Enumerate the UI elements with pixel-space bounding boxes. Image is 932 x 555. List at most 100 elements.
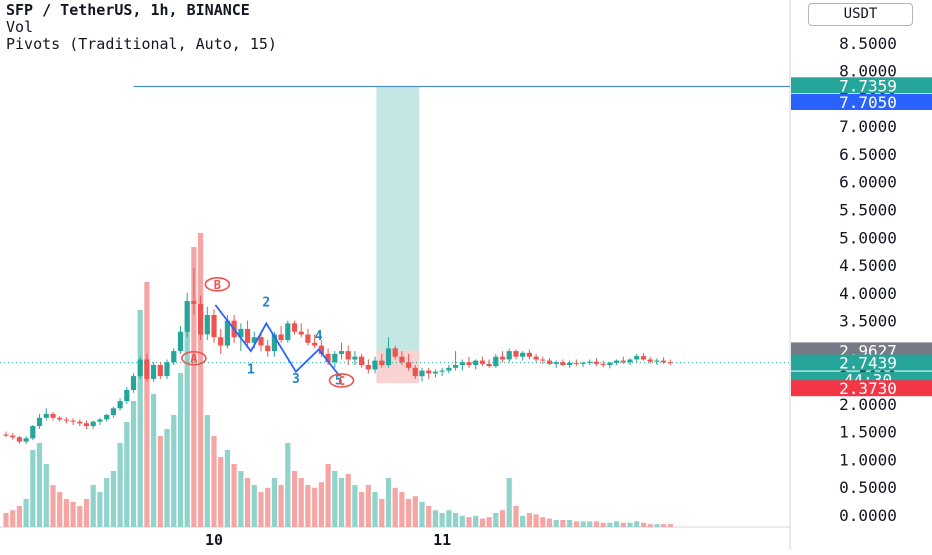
price-tick-label: 0.0000 [839, 506, 897, 525]
candle-body [70, 420, 76, 422]
volume-bar [620, 522, 626, 527]
target-price-label: 7.7359 [839, 76, 897, 95]
volume-bar [3, 513, 9, 527]
long-position-target-zone [376, 86, 420, 351]
currency-button[interactable]: USDT [808, 3, 913, 26]
last-price-label-bg [791, 354, 932, 371]
volume-bar [486, 517, 492, 527]
volume-bar [446, 510, 452, 527]
volume-bar [493, 513, 499, 527]
last-price-label: 2.7439 [839, 354, 897, 373]
candle-body [661, 360, 667, 363]
candle-body [567, 362, 573, 365]
volume-bar [90, 485, 96, 527]
volume-bar [614, 521, 620, 527]
price-tick-label: 1.0000 [839, 450, 897, 469]
volume-bar [305, 485, 311, 527]
candle-body [90, 421, 96, 427]
volume-bar [399, 492, 405, 527]
corrective-wave-circle [181, 350, 207, 366]
candle-body [312, 342, 318, 346]
candle-body [385, 348, 392, 366]
candle-body [171, 351, 177, 363]
candle-body [513, 351, 519, 357]
candle-body [184, 301, 190, 332]
candle-body [446, 367, 452, 371]
volume-bar [130, 401, 137, 527]
candle-body [137, 359, 143, 377]
volume-bar [365, 485, 371, 527]
candle-body [607, 362, 613, 365]
candle-body [540, 359, 546, 361]
upper-price-label-bg [791, 342, 932, 359]
candle-body [466, 362, 472, 365]
candle-body [271, 334, 277, 352]
price-tick-label: 6.0000 [839, 173, 897, 192]
price-tick-label: 5.5000 [839, 201, 897, 220]
volume-bar [63, 499, 69, 527]
candle-body [16, 437, 22, 442]
volume-bar [70, 501, 76, 527]
volume-bar [379, 499, 385, 527]
price-tick-label: 8.0000 [839, 62, 897, 81]
candle-body [285, 323, 291, 341]
volume-bar [16, 506, 22, 527]
candle-body [338, 351, 345, 354]
candle-body [218, 337, 224, 346]
candle-body [580, 362, 586, 364]
candle-body [533, 356, 539, 360]
candle-body [251, 337, 257, 343]
candle-body [238, 328, 244, 338]
candle-body [345, 351, 351, 360]
volume-bar [573, 521, 579, 527]
volume-bar [533, 514, 539, 527]
volume-indicator-label[interactable]: Vol [6, 18, 34, 36]
volume-bar [654, 524, 660, 527]
candle-body [151, 365, 157, 379]
candle-body [245, 328, 251, 343]
volume-bar [184, 324, 190, 527]
volume-bar [600, 522, 606, 527]
symbol-title[interactable]: SFP / TetherUS, 1h, BINANCE [6, 1, 250, 19]
price-tick-label: 4.5000 [839, 256, 897, 275]
candle-body [265, 345, 271, 352]
candle-body [258, 337, 264, 346]
horizontal-line-price-label: 7.7050 [839, 93, 897, 112]
price-tick-label: 0.5000 [839, 478, 897, 497]
candle-body [124, 390, 130, 402]
volume-bar [513, 506, 519, 527]
volume-bar [30, 450, 36, 527]
candle-body [224, 320, 230, 346]
candle-body [647, 359, 653, 362]
pivots-indicator-label[interactable]: Pivots (Traditional, Auto, 15) [6, 35, 277, 53]
candle-body [620, 360, 626, 363]
candle-body [104, 415, 110, 420]
candle-body [392, 348, 398, 357]
price-tick-label: 8.5000 [839, 34, 897, 53]
volume-bar [338, 478, 345, 527]
wave-label: 3 [292, 372, 300, 387]
candle-body [83, 423, 90, 427]
volume-bar [359, 492, 365, 527]
volume-bar [432, 510, 438, 527]
candle-body [23, 438, 29, 442]
volume-bar [667, 524, 673, 527]
candle-body [493, 356, 499, 367]
candle-body [614, 360, 620, 363]
candle-body [372, 360, 378, 370]
volume-bar [10, 510, 16, 527]
candle-body [204, 315, 210, 335]
candle-body [63, 419, 69, 421]
candle-body [412, 367, 418, 377]
price-tick-label: 7.0000 [839, 117, 897, 136]
volume-bar [372, 492, 378, 527]
corrective-wave-label: B [214, 278, 221, 292]
volume-bar [291, 471, 298, 527]
candle-body [546, 360, 553, 364]
candle-body [560, 362, 566, 365]
volume-bar [546, 518, 553, 527]
stop-price-label: 2.3730 [839, 379, 897, 398]
candle-body [419, 370, 425, 377]
